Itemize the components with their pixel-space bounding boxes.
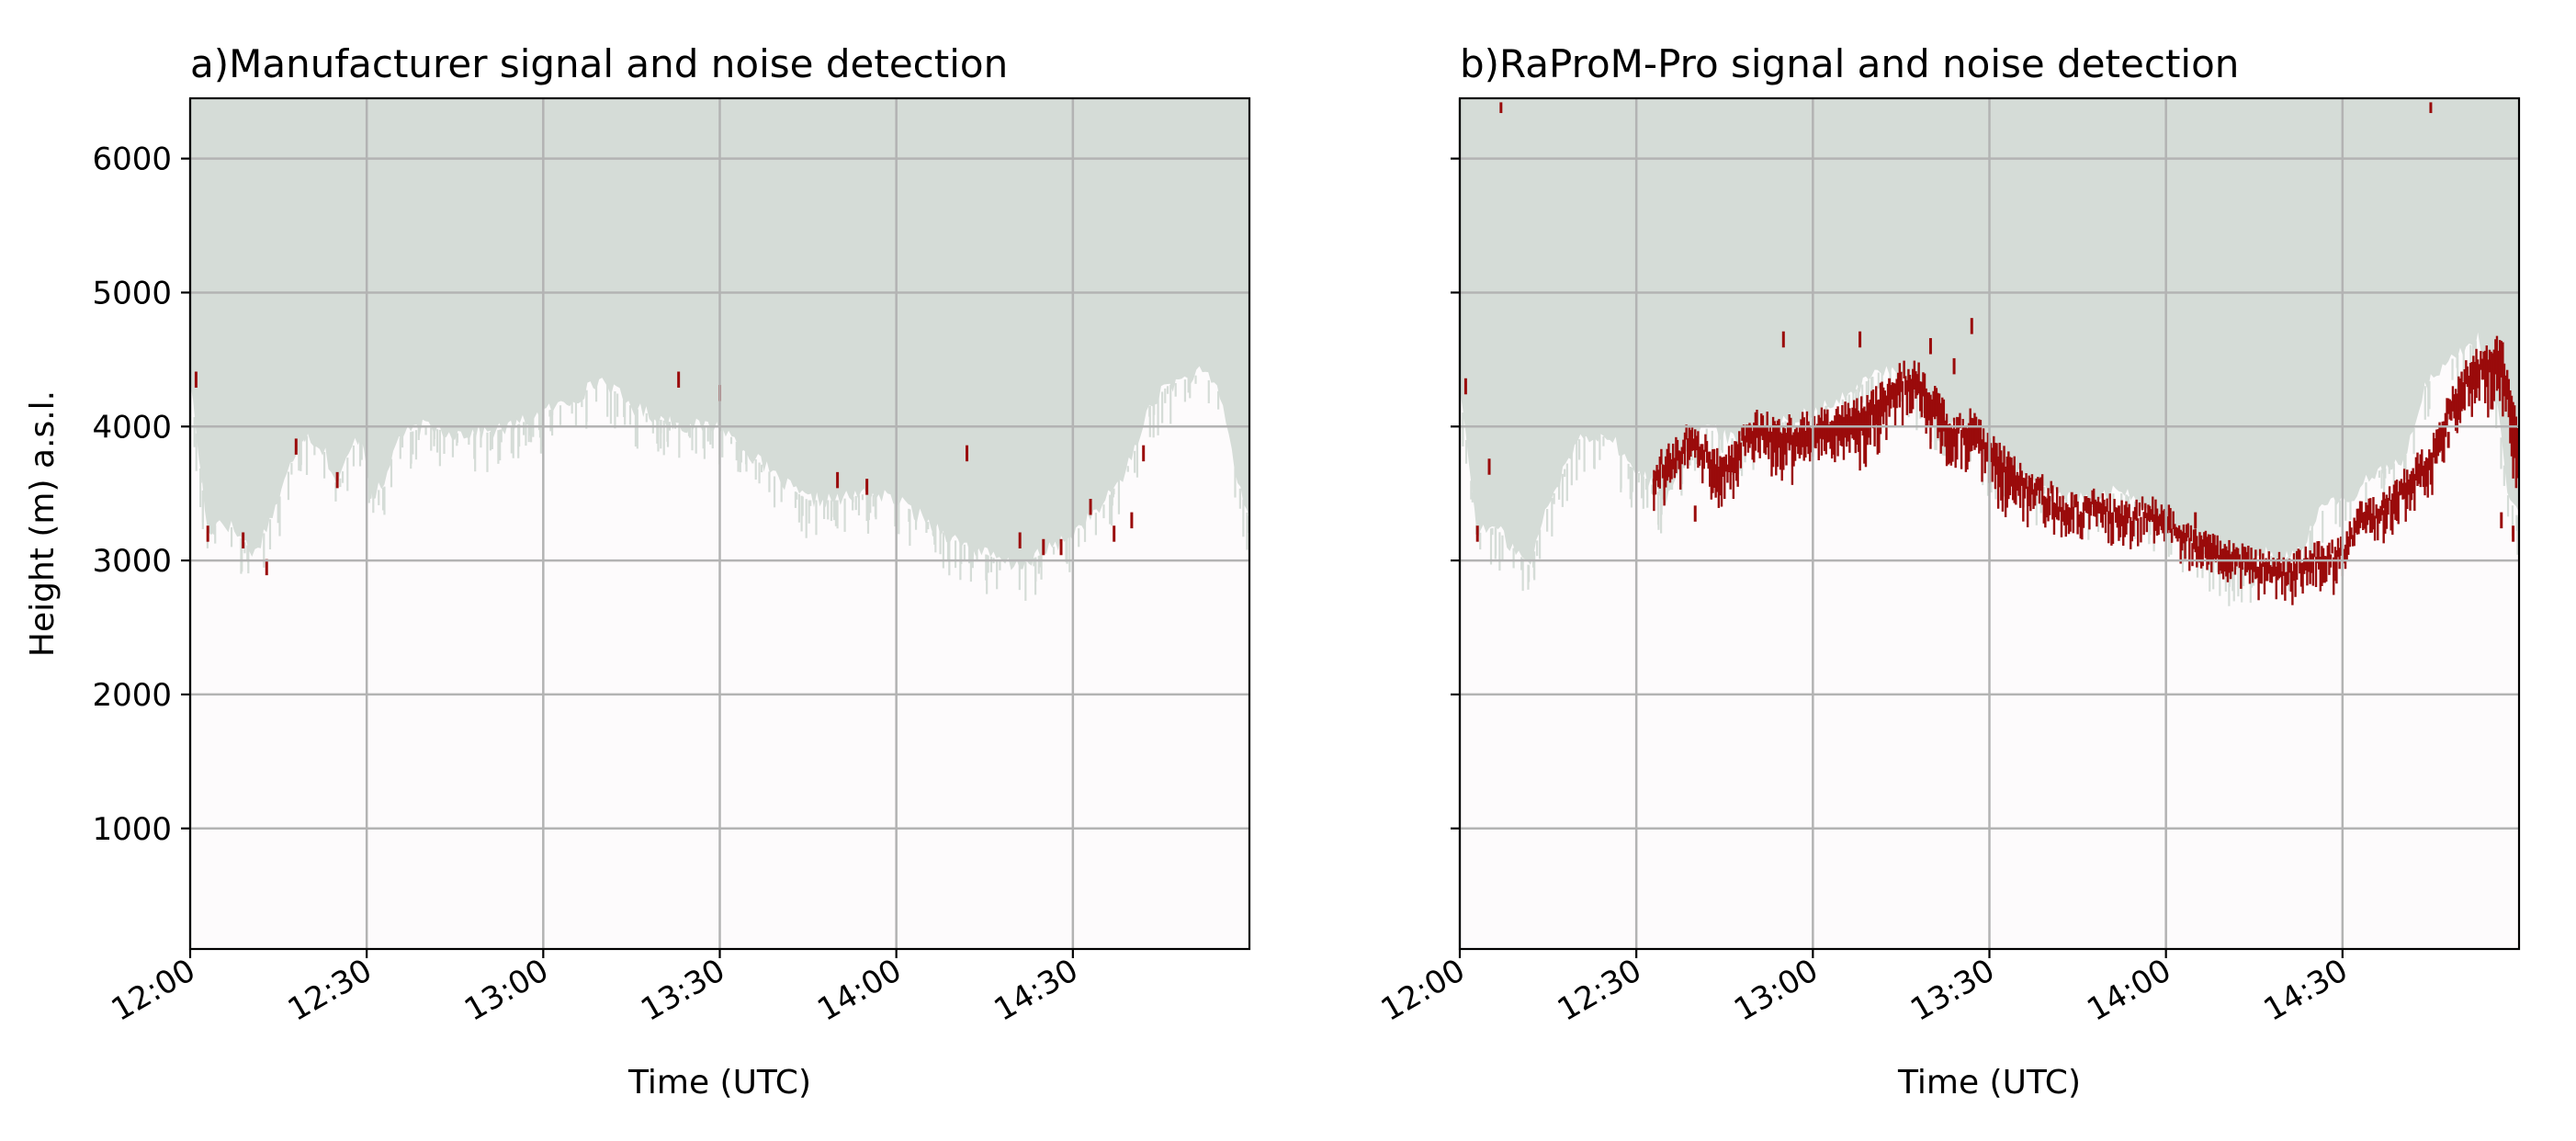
x-tick-label: 14:00 [811,952,908,1029]
x-tick-label: 13:00 [458,952,555,1029]
grid-lines [1458,98,2519,949]
panel-title: b)RaProM-Pro signal and noise detection [1460,41,2239,86]
x-tick-label: 13:30 [635,952,731,1029]
x-axis-label: Time (UTC) [1897,1064,2081,1101]
y-tick-label: 6000 [92,141,172,178]
y-tick-label: 2000 [92,677,172,714]
signal-band [1653,335,2519,605]
panel-a-manufacturer: 12:00 12:30 13:00 13:30 14:00 14:30 1000 2000 30… [24,41,1251,1101]
x-tick-label: 12:00 [106,952,202,1029]
y-axis-label: Height (m) a.s.l. [24,390,62,657]
x-tick-label: 14:00 [2081,952,2177,1029]
x-tick-label: 14:30 [2257,952,2354,1029]
y-tick-label: 3000 [92,543,172,580]
y-tick-label: 4000 [92,409,172,446]
panel-title: a)Manufacturer signal and noise detectio… [190,41,1008,86]
x-tick-label: 13:00 [1728,952,1825,1029]
x-tick-label: 12:30 [1552,952,1648,1029]
x-tick-label: 13:30 [1904,952,2001,1029]
x-tick-label: 12:00 [1375,952,1472,1029]
signal-ticks [1463,318,2515,576]
x-tick-label: 14:30 [988,952,1084,1029]
x-axis-label: Time (UTC) [627,1064,811,1101]
x-tick-label: 12:30 [282,952,378,1029]
panel-b-raprom-pro: 12:00 12:30 13:00 13:30 14:00 14:30 Time (UTC)… [1375,41,2521,1101]
grid-lines [188,98,1249,949]
y-tick-label: 1000 [92,811,172,848]
y-tick-label: 5000 [92,275,172,311]
